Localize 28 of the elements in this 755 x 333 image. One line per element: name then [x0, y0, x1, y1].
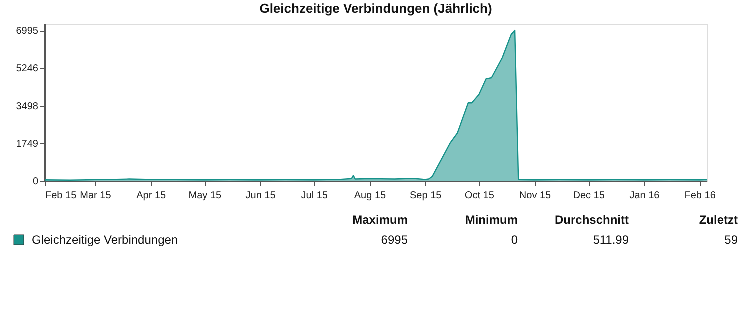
x-tick-label: Apr 15 [136, 190, 167, 202]
y-tick-label: 5246 [16, 64, 39, 75]
text: Zuletzt [699, 213, 738, 227]
text: 6995 [381, 233, 408, 247]
x-tick-label: Mar 15 [80, 190, 112, 202]
x-tick-label: Feb 16 [684, 190, 716, 202]
y-tick-label: 6995 [16, 26, 39, 38]
x-tick-label: Nov 15 [519, 190, 552, 202]
x-tick-label: Sep 15 [410, 190, 442, 202]
x-tick-label: Aug 15 [354, 190, 386, 202]
x-tick-label: Feb 15 [46, 190, 78, 202]
text: Maximum [352, 213, 408, 227]
chart-title: Gleichzeitige Verbindungen (Jährlich) [260, 1, 492, 16]
y-tick-label: 3498 [16, 101, 39, 112]
text: 0 [511, 233, 518, 247]
y-tick-label: 0 [32, 176, 39, 188]
x-tick-label: Jul 15 [301, 190, 328, 202]
text: Durchschnitt [554, 213, 629, 227]
y-tick-label: 1749 [16, 138, 39, 150]
x-tick-label: Oct 15 [464, 190, 495, 202]
text: 511.99 [593, 233, 630, 247]
legend-label: Gleichzeitige Verbindungen [32, 233, 178, 247]
text: Minimum [465, 213, 518, 227]
x-tick-label: Jan 16 [630, 190, 660, 202]
text: 59 [724, 233, 738, 247]
x-tick-label: Jun 15 [246, 190, 276, 202]
x-tick-label: May 15 [188, 190, 222, 202]
x-tick-label: Dec 15 [573, 190, 606, 202]
